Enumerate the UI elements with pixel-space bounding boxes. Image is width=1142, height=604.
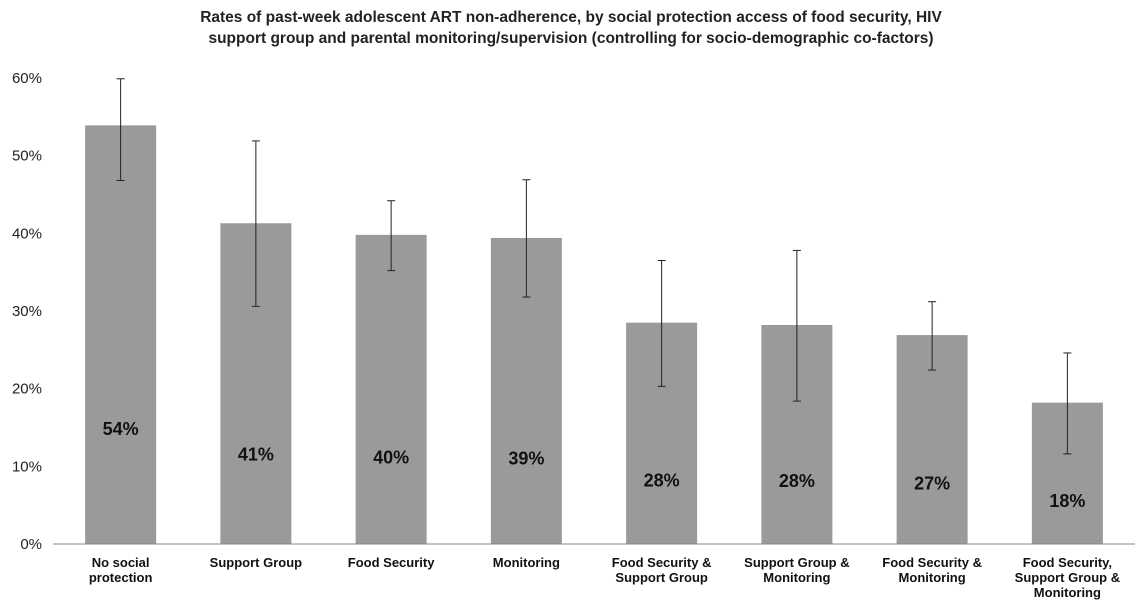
bar <box>355 234 427 545</box>
data-label: 27% <box>914 474 950 494</box>
y-tick-label: 50% <box>12 148 42 165</box>
x-tick-label: Food Security, Support Group & Monitoring <box>1015 555 1120 600</box>
x-tick-label: Support Group & Monitoring <box>744 555 849 585</box>
x-tick-label: Food Security & Monitoring <box>882 555 982 585</box>
y-tick-label: 60% <box>12 70 42 87</box>
x-tick-label: Support Group <box>210 555 302 570</box>
data-label: 41% <box>238 445 274 465</box>
data-labels: 54% 41% 40% 39% 28% 28% 27% 18% <box>103 419 1086 511</box>
data-label: 18% <box>1049 491 1085 511</box>
bars <box>85 125 1103 545</box>
data-label: 28% <box>644 470 680 490</box>
y-axis: 0% 10% 20% 30% 40% 50% 60% <box>12 70 42 553</box>
x-tick-label: Food Security & Support Group <box>612 555 712 585</box>
y-tick-label: 30% <box>12 303 42 320</box>
y-tick-label: 40% <box>12 225 42 242</box>
error-bars <box>116 78 1072 455</box>
data-label: 28% <box>779 471 815 491</box>
data-label: 54% <box>103 419 139 439</box>
data-label: 40% <box>373 448 409 468</box>
y-tick-label: 20% <box>12 381 42 398</box>
chart-title-line: Rates of past-week adolescent ART non-ad… <box>200 9 942 26</box>
chart-title-line: support group and parental monitoring/su… <box>208 30 933 47</box>
bar <box>85 125 157 545</box>
y-tick-label: 10% <box>12 458 42 475</box>
x-tick-label: Monitoring <box>493 555 560 570</box>
y-tick-label: 0% <box>20 536 42 553</box>
chart-title: Rates of past-week adolescent ART non-ad… <box>200 9 942 47</box>
x-tick-label: Food Security <box>348 555 435 570</box>
x-axis: No social protection Support Group Food Sec… <box>53 543 1135 600</box>
x-tick-label: No social protection <box>89 555 153 585</box>
data-label: 39% <box>508 448 544 468</box>
